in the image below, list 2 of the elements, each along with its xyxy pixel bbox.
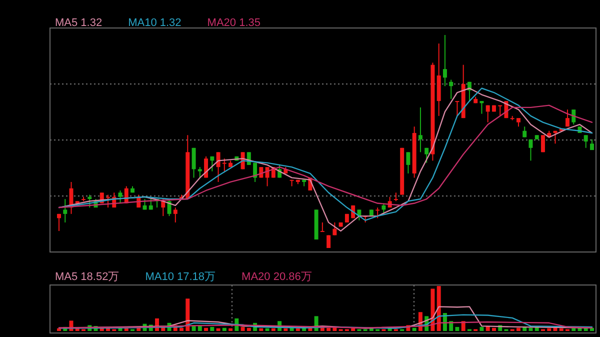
legend: MA5 1.32 MA10 1.32 MA20 1.35 [55, 17, 260, 29]
legend: MA5 18.52万 MA10 17.18万 MA20 20.86万 [55, 271, 312, 283]
